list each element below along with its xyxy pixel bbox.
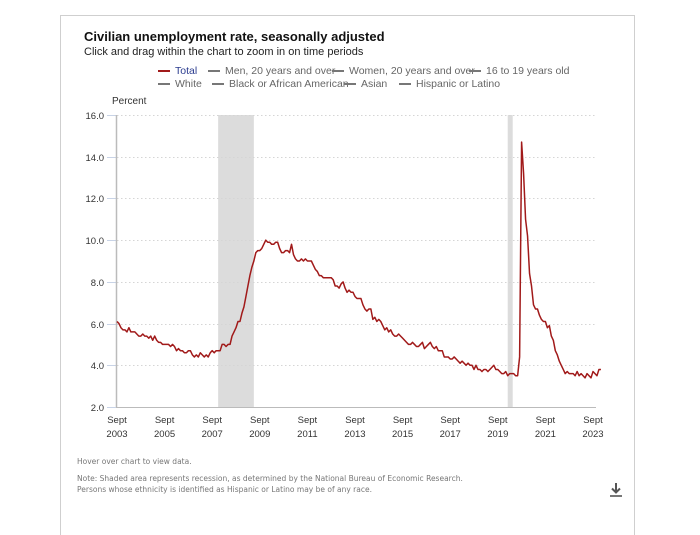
line-chart[interactable]: Percent 16.0 14.0 12.0 10.0 8.0 6.0 4.0 2.0 Sep… xyxy=(0,0,700,516)
x-tick-label-year: 2003 xyxy=(106,429,127,440)
download-button[interactable] xyxy=(606,480,626,500)
x-tick-label-year: 2011 xyxy=(297,429,317,440)
legend-item-black[interactable]: Black or African American xyxy=(212,78,349,90)
legend-item-total[interactable]: Total xyxy=(158,65,197,77)
x-tick-label-month: Sept xyxy=(298,415,318,426)
x-tick-label-month: Sept xyxy=(345,415,365,426)
x-tick-label-year: 2023 xyxy=(582,429,603,440)
x-tick-label-month: Sept xyxy=(155,415,175,426)
chart-title: Civilian unemployment rate, seasonally a… xyxy=(84,29,385,44)
legend-swatch xyxy=(212,83,224,85)
x-axis-ticks: Sept 2003 Sept 2005 Sept 2007 Sept 2009 Sept 2011… xyxy=(106,415,603,440)
y-tick-label: 12.0 xyxy=(86,194,105,205)
legend-swatch xyxy=(208,70,220,72)
y-axis-ticks: 16.0 14.0 12.0 10.0 8.0 6.0 4.0 2.0 xyxy=(86,111,116,414)
y-tick-label: 14.0 xyxy=(86,153,105,164)
legend-swatch xyxy=(399,83,411,85)
x-tick-label-year: 2005 xyxy=(154,429,175,440)
legend-item-hispanic[interactable]: Hispanic or Latino xyxy=(399,78,500,90)
legend-swatch xyxy=(332,70,344,72)
series-line-total[interactable] xyxy=(116,141,601,379)
y-tick-label: 16.0 xyxy=(86,111,105,122)
grid-layer xyxy=(117,115,597,366)
y-tick-label: 10.0 xyxy=(86,236,105,247)
recession-band xyxy=(218,115,254,407)
legend-swatch xyxy=(344,83,356,85)
x-tick-label-month: Sept xyxy=(536,415,556,426)
x-tick-label-year: 2015 xyxy=(392,429,413,440)
x-tick-label-month: Sept xyxy=(440,415,460,426)
x-tick-label-year: 2009 xyxy=(249,429,270,440)
x-tick-label-year: 2007 xyxy=(202,429,223,440)
recession-band xyxy=(507,115,513,407)
legend-swatch xyxy=(469,70,481,72)
note-recession: Note: Shaded area represents recession, … xyxy=(77,474,463,483)
x-tick-label-year: 2013 xyxy=(344,429,365,440)
download-icon xyxy=(610,483,622,497)
x-tick-label-month: Sept xyxy=(202,415,222,426)
y-tick-label: 2.0 xyxy=(91,403,104,414)
legend-swatch xyxy=(158,70,170,72)
legend-swatch xyxy=(158,83,170,85)
x-tick-label-month: Sept xyxy=(393,415,413,426)
x-tick-label-month: Sept xyxy=(250,415,270,426)
chart-panel xyxy=(60,15,635,535)
chart-subtitle: Click and drag within the chart to zoom … xyxy=(84,46,364,58)
recession-layer xyxy=(218,115,513,407)
y-tick-label: 8.0 xyxy=(91,278,104,289)
note-ethnicity: Persons whose ethnicity is identified as… xyxy=(77,485,372,494)
y-axis-label: Percent xyxy=(112,96,147,107)
x-tick-label-month: Sept xyxy=(107,415,127,426)
x-tick-label-month: Sept xyxy=(583,415,603,426)
legend-item-women[interactable]: Women, 20 years and over xyxy=(332,65,475,77)
y-tick-label: 4.0 xyxy=(91,361,104,372)
x-tick-label-month: Sept xyxy=(488,415,508,426)
legend-item-white[interactable]: White xyxy=(158,78,202,90)
x-tick-label-year: 2021 xyxy=(535,429,556,440)
legend-item-teens[interactable]: 16 to 19 years old xyxy=(469,65,569,77)
legend-item-asian[interactable]: Asian xyxy=(344,78,387,90)
hover-hint: Hover over chart to view data. xyxy=(77,457,192,466)
x-tick-label-year: 2019 xyxy=(487,429,508,440)
legend-item-men[interactable]: Men, 20 years and over xyxy=(208,65,335,77)
y-tick-label: 6.0 xyxy=(91,320,104,331)
x-tick-label-year: 2017 xyxy=(440,429,461,440)
